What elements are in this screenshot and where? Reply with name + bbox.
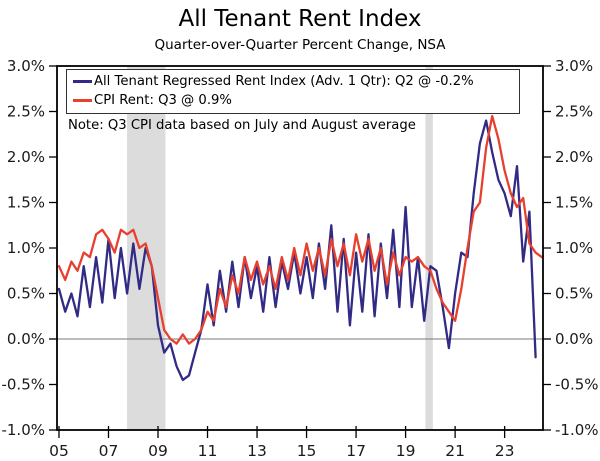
x-axis-label: 13 [247, 442, 267, 460]
legend-label-rent-index: All Tenant Regressed Rent Index (Adv. 1 … [94, 74, 474, 89]
x-axis-label: 09 [148, 442, 168, 460]
legend-item-cpi-rent: CPI Rent: Q3 @ 0.9% [73, 91, 511, 110]
y-axis-label-right: 0.0% [555, 330, 593, 348]
y-axis-label-left: 0.5% [7, 285, 45, 303]
y-axis-label-left: 3.0% [7, 57, 45, 75]
chart-note: Note: Q3 CPI data based on July and Augu… [68, 118, 416, 133]
legend-label-cpi-rent: CPI Rent: Q3 @ 0.9% [94, 93, 232, 108]
series-line-1 [57, 114, 543, 345]
y-axis-label-left: -1.0% [1, 421, 45, 439]
chart-title: All Tenant Rent Index [178, 6, 422, 32]
legend: All Tenant Regressed Rent Index (Adv. 1 … [66, 69, 520, 114]
x-axis-label: 15 [297, 442, 317, 460]
x-axis-label: 05 [49, 442, 69, 460]
y-axis-label-right: 1.5% [555, 194, 593, 212]
recession-band [425, 66, 433, 430]
y-axis-label-left: 2.5% [7, 103, 45, 121]
legend-item-rent-index: All Tenant Regressed Rent Index (Adv. 1 … [73, 72, 511, 91]
y-axis-label-right: -0.5% [555, 376, 599, 394]
red-line-swatch-icon [73, 99, 92, 102]
y-axis-label-left: 1.5% [7, 194, 45, 212]
y-axis-label-right: 2.5% [555, 103, 593, 121]
y-axis-label-right: -1.0% [555, 421, 599, 439]
series-line-0 [57, 119, 537, 382]
x-axis-label: 23 [495, 442, 515, 460]
y-axis-label-left: -0.5% [1, 376, 45, 394]
x-axis-label: 21 [445, 442, 465, 460]
chart-subtitle: Quarter-over-Quarter Percent Change, NSA [154, 37, 446, 53]
y-axis-label-right: 0.5% [555, 285, 593, 303]
x-axis-label: 19 [396, 442, 416, 460]
y-axis-label-left: 2.0% [7, 148, 45, 166]
navy-line-swatch-icon [73, 80, 92, 83]
y-axis-label-right: 2.0% [555, 148, 593, 166]
y-axis-label-left: 1.0% [7, 239, 45, 257]
x-axis-label: 07 [99, 442, 119, 460]
y-axis-label-right: 1.0% [555, 239, 593, 257]
y-axis-label-right: 3.0% [555, 57, 593, 75]
y-axis-label-left: 0.0% [7, 330, 45, 348]
x-axis-label: 17 [346, 442, 366, 460]
x-axis-label: 11 [198, 442, 218, 460]
